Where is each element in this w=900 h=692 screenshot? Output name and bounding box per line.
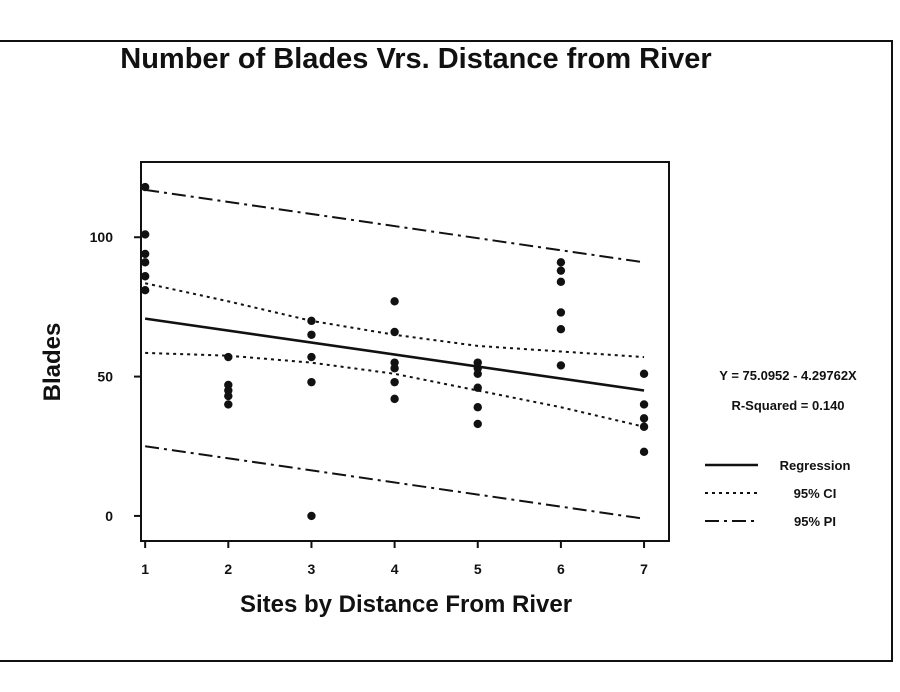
y-tick-label: 100 <box>90 229 114 245</box>
data-point <box>639 422 649 431</box>
data-point <box>390 394 399 404</box>
data-point <box>307 352 316 362</box>
data-point <box>556 361 566 370</box>
data-point <box>556 266 566 275</box>
x-tick-label: 5 <box>474 561 482 577</box>
x-tick-label: 7 <box>640 561 648 577</box>
data-point <box>390 364 399 373</box>
data-point <box>556 277 566 287</box>
data-point <box>307 377 316 387</box>
chart-title: Number of Blades Vrs. Distance from Rive… <box>120 43 711 75</box>
data-point <box>473 403 482 412</box>
x-tick-label: 1 <box>141 561 149 577</box>
data-point <box>639 447 649 457</box>
data-point <box>224 352 233 362</box>
data-point <box>140 182 150 192</box>
x-axis-label: Sites by Distance From River <box>240 591 572 618</box>
data-point <box>140 249 150 259</box>
data-point <box>473 383 482 392</box>
data-point <box>307 511 316 521</box>
x-tick-label: 2 <box>224 561 232 577</box>
data-point <box>473 419 482 429</box>
fit-lines <box>144 188 645 520</box>
data-point <box>390 297 399 306</box>
ci-upper-line <box>144 282 645 359</box>
data-point <box>639 414 649 423</box>
x-tick-label: 4 <box>391 561 399 577</box>
data-point <box>556 258 566 267</box>
data-point <box>140 285 150 295</box>
x-tick-label: 6 <box>557 561 565 577</box>
regression-line <box>144 317 645 392</box>
chart-frame <box>0 40 893 662</box>
data-point <box>224 400 233 409</box>
plot-area <box>140 161 670 542</box>
y-axis-label: Blades <box>39 323 66 402</box>
x-axis: 1 2 3 4 5 6 7 <box>141 541 648 577</box>
data-point <box>140 230 150 239</box>
data-point <box>473 369 482 378</box>
legend: Regression 95% CI 95% PI <box>705 458 850 529</box>
ci-lower-line <box>145 351 645 428</box>
data-point <box>140 258 150 267</box>
r-squared-text: R-Squared = 0.140 <box>731 398 844 413</box>
data-points <box>140 182 649 521</box>
legend-label: Regression <box>780 458 851 473</box>
y-tick-label: 0 <box>105 508 113 524</box>
y-axis: 0 50 100 <box>90 229 141 524</box>
data-point <box>639 369 649 378</box>
data-point <box>390 377 399 387</box>
data-point <box>639 400 649 409</box>
pi-upper-line <box>145 188 645 264</box>
regression-equation: Y = 75.0952 - 4.29762X <box>719 368 857 383</box>
pi-lower-line <box>145 445 645 520</box>
data-point <box>140 272 150 281</box>
data-point <box>307 330 316 339</box>
data-point <box>224 391 233 401</box>
data-point <box>390 327 399 337</box>
data-point <box>556 308 566 317</box>
y-tick-label: 50 <box>97 369 113 385</box>
legend-label: 95% PI <box>794 514 836 529</box>
data-point <box>307 316 316 326</box>
data-point <box>556 325 566 334</box>
legend-label: 95% CI <box>794 486 837 501</box>
x-tick-label: 3 <box>308 561 316 577</box>
